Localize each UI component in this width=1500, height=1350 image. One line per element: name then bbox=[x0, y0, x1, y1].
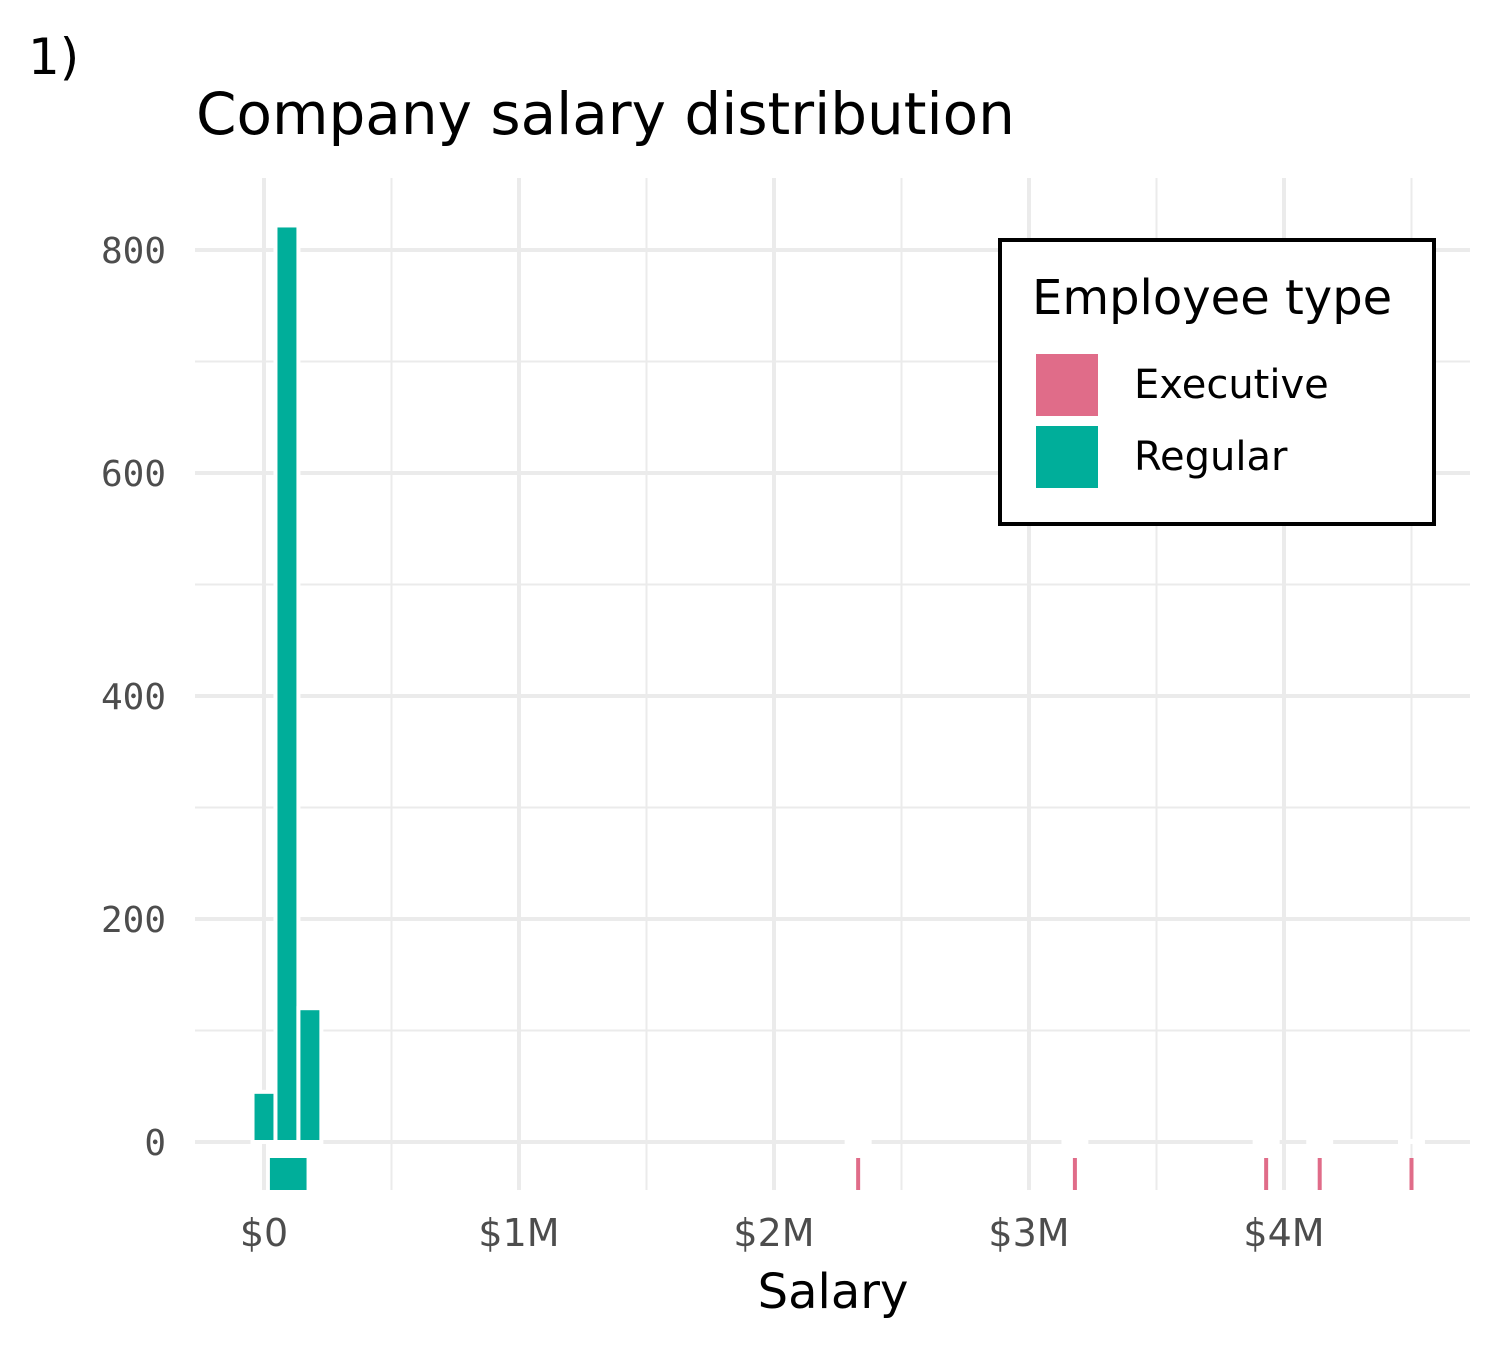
x-tick-label: $1M bbox=[478, 1211, 559, 1255]
panel-tag: 1) bbox=[28, 28, 80, 86]
y-tick-label: 200 bbox=[101, 900, 166, 941]
legend-title: Employee type bbox=[1032, 270, 1393, 326]
y-tick-label: 600 bbox=[101, 454, 166, 495]
histogram-bar-executive bbox=[1306, 1138, 1334, 1145]
histogram-bar-regular bbox=[250, 1089, 278, 1144]
x-tick-label: $4M bbox=[1243, 1211, 1324, 1255]
histogram-bar-executive bbox=[1252, 1138, 1280, 1145]
x-tick-label: $3M bbox=[988, 1211, 1069, 1255]
histogram-bar-regular bbox=[296, 1006, 324, 1145]
histogram-bar-regular bbox=[273, 223, 301, 1145]
x-tick-label: $2M bbox=[733, 1211, 814, 1255]
y-tick-label: 400 bbox=[101, 677, 166, 718]
x-axis-label: Salary bbox=[758, 1264, 909, 1320]
x-tick-label: $0 bbox=[240, 1211, 288, 1255]
histogram-bar-executive bbox=[844, 1138, 872, 1145]
legend-label: Regular bbox=[1134, 434, 1288, 480]
histogram-bar-executive bbox=[1398, 1138, 1425, 1145]
legend-swatch-regular bbox=[1036, 426, 1098, 488]
legend-label: Executive bbox=[1134, 362, 1329, 408]
legend-item-regular: Regular bbox=[1036, 426, 1287, 488]
y-tick-label: 0 bbox=[144, 1123, 166, 1164]
y-tick-label: 800 bbox=[101, 231, 166, 272]
legend: Employee type Executive Regular bbox=[998, 238, 1436, 526]
legend-swatch-executive bbox=[1036, 354, 1098, 416]
legend-item-executive: Executive bbox=[1036, 354, 1329, 416]
chart-title: Company salary distribution bbox=[196, 80, 1015, 148]
histogram-bar-executive bbox=[1061, 1138, 1089, 1145]
